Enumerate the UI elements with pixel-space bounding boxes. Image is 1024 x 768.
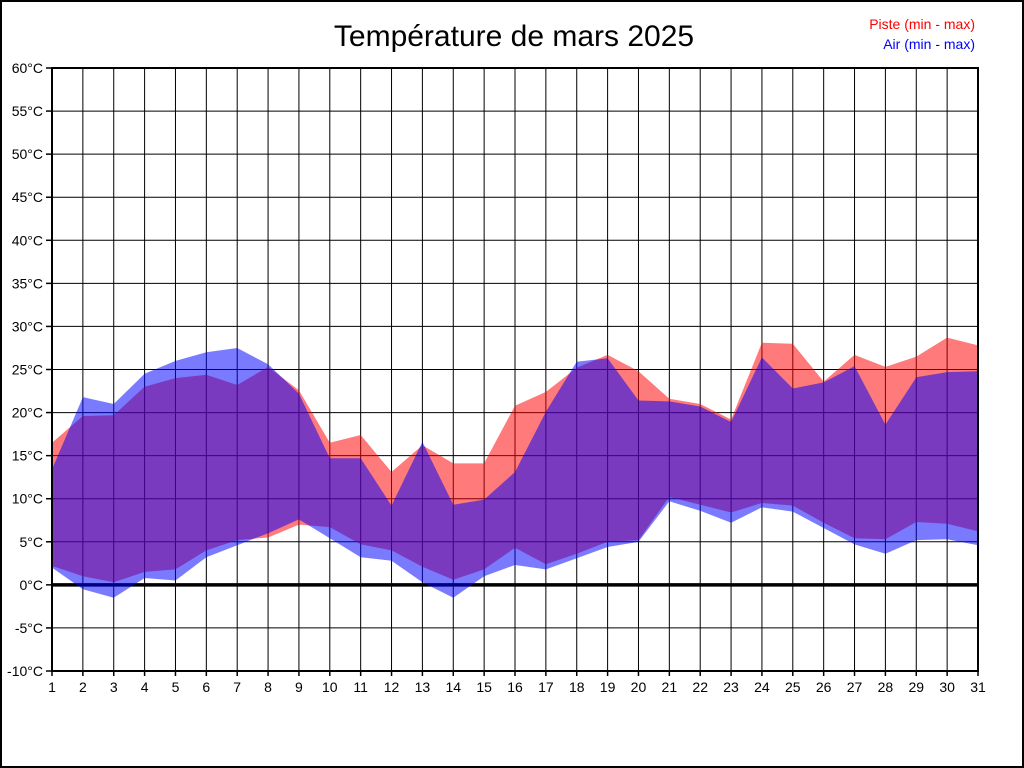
- y-tick-label: 5°C: [20, 534, 44, 550]
- x-tick-label: 28: [878, 679, 894, 695]
- x-tick-label: 13: [415, 679, 431, 695]
- y-tick-label: 20°C: [12, 405, 43, 421]
- legend-item-piste: Piste (min - max): [869, 16, 975, 32]
- x-tick-label: 31: [970, 679, 986, 695]
- x-tick-label: 22: [692, 679, 708, 695]
- x-tick-label: 27: [847, 679, 863, 695]
- air-band: [52, 348, 978, 598]
- y-tick-label: 40°C: [12, 232, 43, 248]
- x-tick-label: 1: [48, 679, 56, 695]
- y-tick-label: 45°C: [12, 189, 43, 205]
- chart-title: Température de mars 2025: [333, 20, 695, 53]
- x-tick-label: 14: [445, 679, 461, 695]
- x-tick-label: 25: [785, 679, 801, 695]
- x-tick-label: 7: [233, 679, 241, 695]
- x-tick-label: 15: [476, 679, 492, 695]
- y-tick-label: 35°C: [12, 275, 43, 291]
- x-tick-label: 12: [384, 679, 400, 695]
- x-tick-label: 18: [569, 679, 585, 695]
- x-tick-label: 29: [908, 679, 924, 695]
- x-tick-label: 19: [600, 679, 616, 695]
- y-tick-label: 15°C: [12, 448, 43, 464]
- y-tick-label: 25°C: [12, 362, 43, 378]
- x-tick-label: 6: [202, 679, 210, 695]
- y-tick-label: -5°C: [15, 620, 43, 636]
- y-tick-label: -10°C: [7, 663, 43, 679]
- y-tick-label: 10°C: [12, 491, 43, 507]
- y-tick-label: 30°C: [12, 318, 43, 334]
- x-tick-label: 24: [754, 679, 770, 695]
- y-tick-label: 55°C: [12, 103, 43, 119]
- x-tick-label: 17: [538, 679, 554, 695]
- y-tick-label: 50°C: [12, 146, 43, 162]
- x-tick-label: 26: [816, 679, 832, 695]
- x-tick-label: 2: [79, 679, 87, 695]
- x-tick-label: 30: [939, 679, 955, 695]
- x-tick-label: 3: [110, 679, 118, 695]
- x-tick-label: 9: [295, 679, 303, 695]
- x-tick-label: 21: [662, 679, 678, 695]
- y-tick-label: 60°C: [12, 60, 43, 76]
- y-tick-label: 0°C: [20, 577, 44, 593]
- x-tick-label: 4: [141, 679, 149, 695]
- plot-border: [51, 67, 979, 672]
- x-tick-label: 23: [723, 679, 739, 695]
- x-tick-label: 8: [264, 679, 272, 695]
- x-tick-label: 16: [507, 679, 523, 695]
- legend-item-air: Air (min - max): [883, 36, 975, 52]
- x-tick-label: 11: [353, 679, 368, 695]
- x-tick-label: 5: [172, 679, 180, 695]
- x-tick-label: 10: [322, 679, 338, 695]
- x-tick-label: 20: [631, 679, 647, 695]
- chart-legend: Piste (min - max) Air (min - max): [869, 14, 975, 54]
